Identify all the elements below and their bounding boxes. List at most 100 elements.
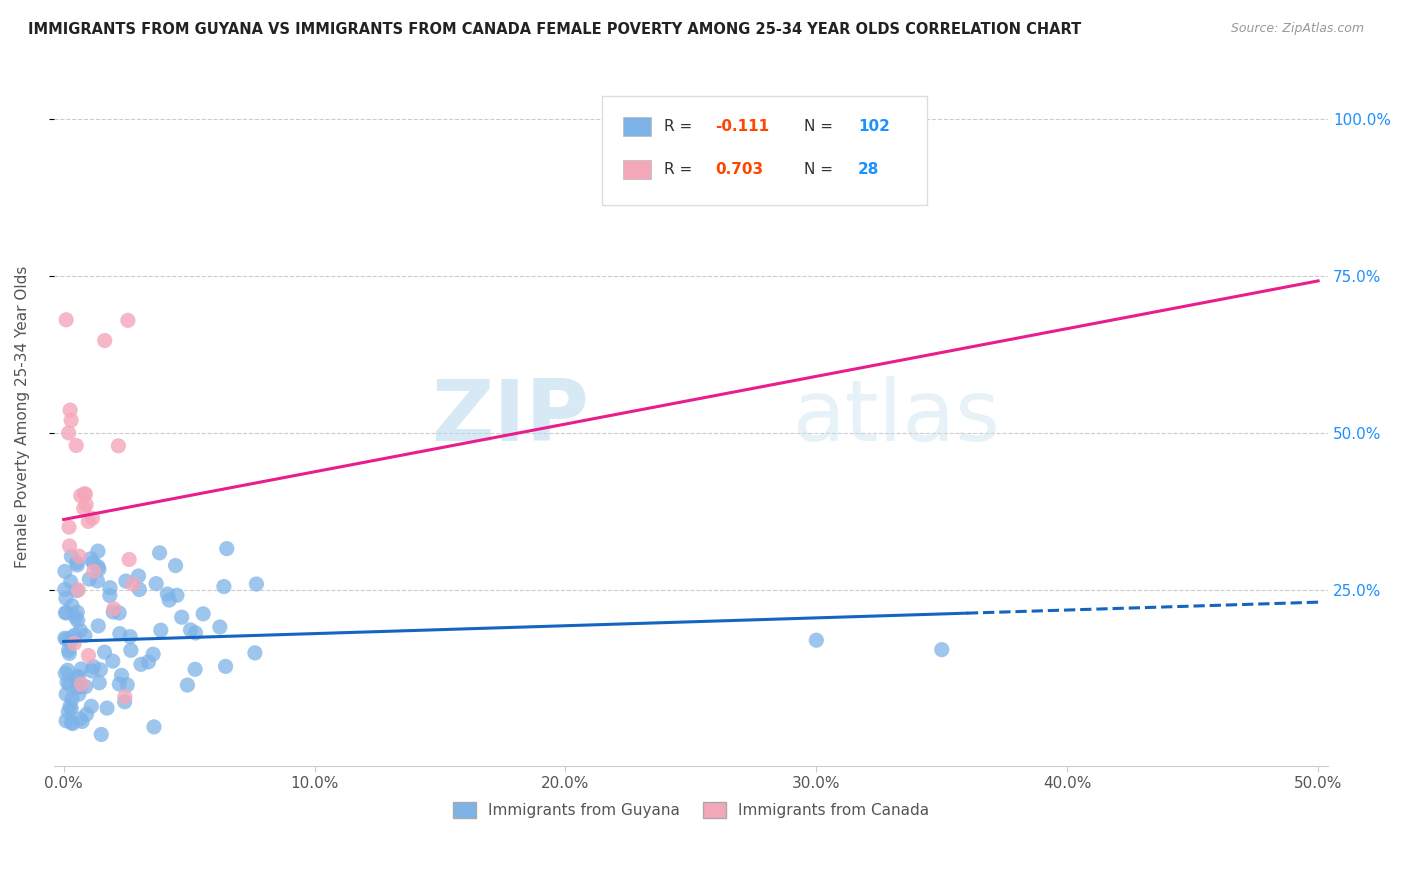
Point bbox=[80, 664, 103, 678]
Point bbox=[63, 636, 86, 650]
Point bbox=[86, 574, 108, 588]
Point bbox=[98, 589, 121, 603]
Point bbox=[127, 569, 149, 583]
Point bbox=[82, 659, 104, 673]
Point bbox=[73, 628, 96, 642]
Text: R =: R = bbox=[664, 162, 697, 178]
Point bbox=[214, 659, 236, 673]
Point bbox=[65, 670, 87, 684]
Point bbox=[66, 605, 89, 619]
Point bbox=[65, 610, 87, 624]
Point bbox=[55, 591, 77, 606]
Point bbox=[90, 727, 112, 741]
Point bbox=[145, 576, 167, 591]
Point bbox=[70, 714, 93, 729]
Point bbox=[82, 511, 104, 525]
Point bbox=[110, 668, 132, 682]
FancyBboxPatch shape bbox=[602, 96, 927, 204]
Point bbox=[96, 701, 118, 715]
Point bbox=[87, 559, 110, 574]
Point bbox=[70, 662, 93, 676]
Text: 28: 28 bbox=[858, 162, 879, 178]
Point bbox=[98, 581, 121, 595]
Point bbox=[56, 675, 79, 690]
Point bbox=[75, 487, 97, 501]
Text: ZIP: ZIP bbox=[432, 376, 589, 458]
Point bbox=[149, 546, 172, 560]
Point bbox=[73, 487, 96, 501]
Point bbox=[89, 675, 111, 690]
Point bbox=[93, 334, 115, 348]
Point bbox=[53, 631, 76, 645]
Point bbox=[83, 564, 105, 578]
Text: -0.111: -0.111 bbox=[716, 119, 769, 134]
Point bbox=[60, 599, 83, 613]
Point bbox=[149, 624, 172, 638]
Point bbox=[184, 662, 207, 676]
Point bbox=[118, 630, 141, 644]
Point bbox=[157, 593, 180, 607]
Point bbox=[70, 677, 93, 691]
Y-axis label: Female Poverty Among 25-34 Year Olds: Female Poverty Among 25-34 Year Olds bbox=[15, 266, 30, 568]
Point bbox=[184, 626, 207, 640]
Point bbox=[806, 633, 828, 648]
Point bbox=[58, 647, 80, 661]
Bar bbox=[623, 160, 651, 179]
Point bbox=[128, 582, 150, 597]
Point bbox=[93, 645, 115, 659]
Point bbox=[138, 655, 160, 669]
Text: Source: ZipAtlas.com: Source: ZipAtlas.com bbox=[1230, 22, 1364, 36]
Text: N =: N = bbox=[804, 162, 838, 178]
Text: R =: R = bbox=[664, 119, 697, 134]
Point bbox=[67, 549, 90, 564]
Point bbox=[59, 699, 82, 714]
Text: IMMIGRANTS FROM GUYANA VS IMMIGRANTS FROM CANADA FEMALE POVERTY AMONG 25-34 YEAR: IMMIGRANTS FROM GUYANA VS IMMIGRANTS FRO… bbox=[28, 22, 1081, 37]
Point bbox=[80, 551, 103, 566]
Point bbox=[103, 602, 125, 616]
Point bbox=[118, 552, 141, 566]
Point bbox=[77, 648, 100, 663]
Point bbox=[56, 663, 79, 677]
Point bbox=[87, 619, 110, 633]
Point bbox=[58, 677, 80, 691]
Text: N =: N = bbox=[804, 119, 838, 134]
Point bbox=[59, 403, 82, 417]
Point bbox=[73, 501, 96, 516]
Point bbox=[55, 687, 77, 701]
Legend: Immigrants from Guyana, Immigrants from Canada: Immigrants from Guyana, Immigrants from … bbox=[447, 797, 935, 824]
Point bbox=[55, 632, 77, 646]
Point bbox=[53, 565, 76, 579]
Point bbox=[58, 705, 80, 719]
Point bbox=[103, 605, 125, 619]
Point bbox=[60, 413, 83, 427]
Point bbox=[108, 677, 131, 691]
Point bbox=[59, 635, 82, 649]
Point bbox=[58, 425, 80, 440]
Point bbox=[208, 620, 231, 634]
Point bbox=[69, 680, 91, 694]
Point bbox=[114, 695, 136, 709]
Point bbox=[176, 678, 198, 692]
Point bbox=[55, 606, 77, 620]
Point bbox=[63, 628, 86, 642]
Point bbox=[58, 520, 80, 534]
Point bbox=[82, 556, 104, 570]
Point bbox=[114, 690, 136, 704]
Text: 0.703: 0.703 bbox=[716, 162, 763, 178]
Point bbox=[87, 562, 110, 576]
Point bbox=[117, 313, 139, 327]
Point bbox=[129, 657, 152, 672]
Point bbox=[156, 587, 179, 601]
Point bbox=[55, 313, 77, 327]
Point bbox=[89, 663, 111, 677]
Point bbox=[66, 614, 89, 628]
Point bbox=[75, 498, 97, 512]
Point bbox=[117, 678, 139, 692]
Point bbox=[120, 643, 142, 657]
Point bbox=[114, 574, 136, 588]
Point bbox=[65, 556, 87, 570]
Point bbox=[62, 716, 84, 731]
Point bbox=[69, 624, 91, 638]
Point bbox=[55, 606, 77, 620]
Point bbox=[60, 701, 83, 715]
